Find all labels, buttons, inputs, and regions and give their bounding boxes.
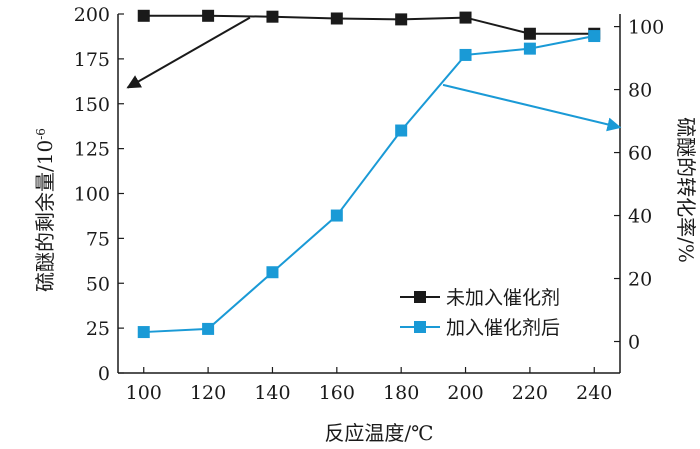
x-tick-label: 220 [512,382,548,404]
series-2-point [137,326,150,339]
left-y-axis-ticks: 0 25 50 75 100 125 150 175 200 [74,4,124,385]
right-y-tick-label: 60 [628,143,652,165]
series-2-point [588,30,601,43]
x-axis-ticks: 100 120 140 160 180 200 220 240 [126,367,612,404]
legend-marker-series-1 [414,291,426,303]
series-2-point [395,124,408,137]
arrow-to-right-axis [442,83,622,132]
legend-label-series-2: 加入催化剂后 [446,317,560,339]
right-y-tick-label: 80 [628,80,652,102]
left-y-tick-label: 25 [86,318,110,340]
left-y-axis-title-main: 硫醚的剩余量/10 [33,140,57,292]
left-y-tick-label: 0 [98,363,110,385]
left-y-tick-label: 75 [86,228,110,250]
series-2-point [266,266,279,279]
left-y-tick-label: 50 [86,273,110,295]
right-y-axis-title-group: 硫醚的转化率/% [674,117,698,263]
series-1-point [266,10,279,23]
right-y-tick-label: 100 [628,17,664,39]
x-tick-label: 200 [447,382,483,404]
left-y-axis-title: 硫醚的剩余量/10-6 [33,128,57,292]
x-tick-label: 140 [254,382,290,404]
series-1-point [137,9,150,22]
annotations [126,16,622,132]
right-y-axis-ticks: 0 20 40 60 80 100 [614,17,664,354]
series-2-point [523,42,536,55]
series-2-line [143,35,595,334]
series-1-point [459,11,472,24]
legend-label-series-1: 未加入催化剂 [446,287,560,309]
series-1-point [330,12,343,25]
left-y-tick-label: 175 [74,49,110,71]
series-1-line [143,14,595,35]
x-tick-label: 160 [319,382,355,404]
x-tick-label: 100 [126,382,162,404]
series-2-point [202,322,215,335]
legend-marker-series-2 [414,321,426,333]
legend: 未加入催化剂 加入催化剂后 [400,287,560,339]
x-tick-label: 180 [383,382,419,404]
x-tick-label: 120 [190,382,226,404]
series-1-point [523,27,536,40]
left-y-tick-label: 150 [74,94,110,116]
series-group [137,9,601,339]
right-y-tick-label: 20 [628,269,652,291]
right-y-tick-label: 40 [628,206,652,228]
series-2-point [330,209,343,222]
left-y-tick-label: 200 [74,4,110,26]
x-tick-label: 240 [576,382,612,404]
left-y-tick-label: 100 [74,184,110,206]
right-y-axis-title: 硫醚的转化率/% [674,117,698,263]
right-y-tick-label: 0 [628,332,640,354]
left-y-axis-title-exponent: -6 [34,128,48,140]
series-1-point [395,13,408,26]
left-y-tick-label: 125 [74,139,110,161]
left-y-axis-title-group: 硫醚的剩余量/10-6 [33,128,57,292]
series-1-point [202,9,215,22]
x-axis-title: 反应温度/℃ [324,421,433,445]
arrow-to-left-axis [126,16,251,89]
series-2-point [459,48,472,61]
